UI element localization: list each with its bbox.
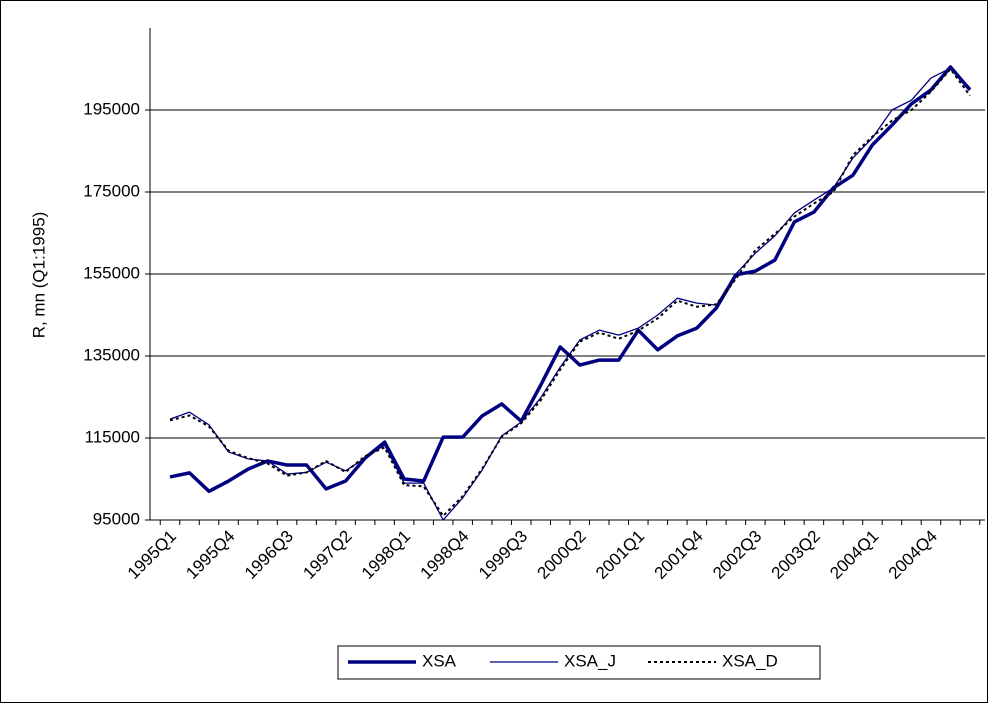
legend-label: XSA_J (564, 651, 616, 670)
y-tick-label: 155000 (83, 263, 140, 282)
series-line (169, 68, 971, 517)
y-tick-label: 115000 (85, 427, 140, 446)
y-tick-label: 95000 (93, 509, 140, 528)
legend-box (337, 645, 821, 680)
series-line (169, 67, 971, 521)
y-tick-label: 195000 (83, 99, 140, 118)
y-tick-label: 135000 (83, 345, 140, 364)
legend-label: XSA (422, 651, 457, 670)
legend-label: XSA_D (722, 651, 778, 670)
y-axis-label: R, mn (Q1:1995) (29, 212, 48, 339)
y-tick-label: 175000 (83, 181, 140, 200)
